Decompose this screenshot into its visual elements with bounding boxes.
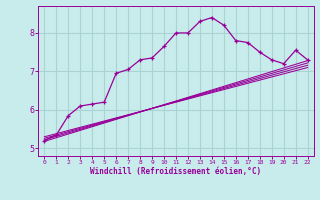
X-axis label: Windchill (Refroidissement éolien,°C): Windchill (Refroidissement éolien,°C)	[91, 167, 261, 176]
